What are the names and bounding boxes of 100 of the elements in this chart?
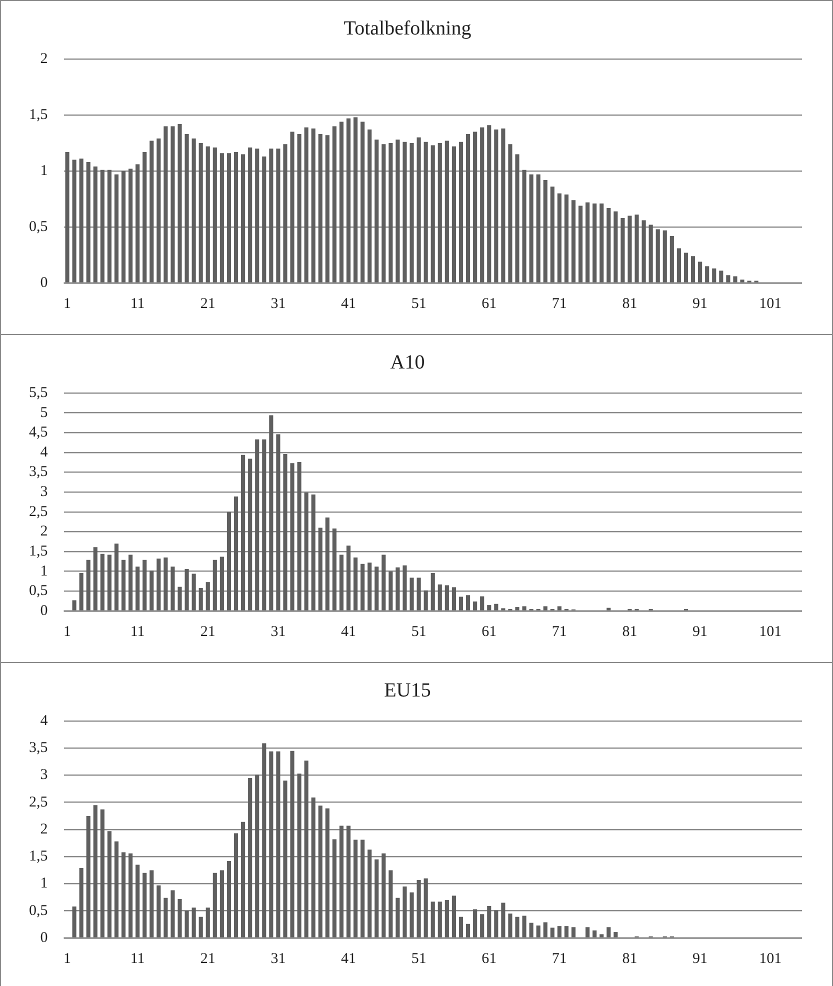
bar	[522, 170, 526, 282]
x-tick-label: 41	[341, 296, 356, 312]
bar	[466, 595, 470, 610]
x-tick-label: 41	[341, 950, 356, 967]
bar	[339, 554, 344, 610]
bar	[430, 902, 435, 938]
bar	[402, 565, 407, 610]
bar	[494, 910, 498, 938]
x-tick-label: 41	[341, 624, 356, 640]
x-tick-label: 61	[482, 296, 497, 312]
x-tick-label: 21	[200, 624, 216, 640]
bar	[368, 562, 372, 610]
bar	[515, 916, 520, 938]
bar	[536, 926, 540, 938]
y-tick-label: 0,5	[29, 218, 48, 235]
bar	[192, 908, 196, 938]
bar	[121, 852, 126, 938]
bar	[733, 276, 738, 282]
bar	[487, 125, 492, 282]
bar	[740, 280, 744, 282]
bar	[522, 916, 526, 938]
chart-title: Totalbefolkning	[344, 17, 472, 40]
bar	[550, 186, 554, 282]
bar	[220, 556, 224, 610]
bar	[79, 158, 84, 282]
bar	[212, 147, 217, 282]
bar	[424, 590, 428, 610]
bar	[705, 266, 710, 282]
bar	[606, 208, 611, 282]
bar	[136, 864, 140, 938]
bar	[444, 900, 449, 938]
bar	[297, 774, 302, 938]
x-tick-label: 81	[622, 950, 638, 967]
y-tick-label: 1	[40, 563, 48, 580]
y-tick-label: 4,5	[29, 424, 48, 441]
x-tick-label: 11	[130, 950, 145, 967]
x-tick-label: 1	[64, 296, 72, 312]
y-tick-label: 0,5	[29, 583, 48, 600]
bar	[93, 166, 98, 282]
bar	[571, 927, 576, 938]
bar	[241, 154, 246, 282]
bar	[262, 156, 266, 282]
bar	[114, 544, 119, 610]
bar	[690, 256, 696, 282]
bar	[444, 585, 449, 610]
bar	[86, 816, 90, 938]
bar	[128, 168, 133, 282]
bar	[290, 463, 294, 610]
bar	[662, 230, 667, 282]
bar	[121, 171, 126, 282]
bar	[382, 554, 386, 610]
bar	[128, 554, 133, 610]
bar	[212, 560, 217, 610]
bar	[142, 152, 147, 282]
bar	[480, 127, 484, 282]
bar	[269, 751, 274, 938]
bar	[487, 605, 492, 610]
bar	[142, 872, 147, 938]
bar	[712, 268, 716, 282]
bar	[114, 174, 119, 282]
bar	[198, 143, 203, 282]
bar	[142, 560, 147, 610]
bar	[628, 216, 632, 282]
bar	[346, 546, 351, 610]
bar	[600, 934, 604, 938]
bar	[508, 914, 512, 938]
bar	[557, 606, 562, 610]
y-tick-label: 4	[40, 444, 48, 460]
bar	[424, 878, 428, 938]
bar	[480, 914, 484, 938]
bar	[248, 458, 252, 610]
bar	[164, 126, 168, 282]
bar	[255, 439, 260, 610]
bar	[586, 202, 590, 282]
y-tick-label: 1,5	[29, 848, 48, 865]
x-tick-label: 101	[759, 624, 782, 640]
bar	[396, 140, 400, 282]
bar	[388, 870, 393, 938]
bar	[206, 908, 210, 938]
x-tick-label: 101	[759, 950, 782, 967]
bar	[170, 890, 175, 938]
bar	[318, 134, 322, 282]
bar	[241, 822, 246, 938]
bar	[360, 840, 365, 938]
bar	[346, 826, 351, 938]
y-tick-label: 2	[40, 50, 48, 67]
bar	[416, 137, 421, 282]
bar	[522, 606, 526, 610]
bar	[438, 584, 442, 610]
bar	[458, 916, 464, 938]
bar	[466, 924, 470, 938]
bar	[698, 262, 702, 282]
bar	[600, 203, 604, 282]
bar	[614, 211, 618, 282]
bar	[318, 528, 322, 610]
bar	[368, 850, 372, 938]
bar	[86, 560, 90, 610]
bar	[444, 140, 449, 282]
bar	[339, 122, 344, 282]
bar	[248, 778, 252, 938]
